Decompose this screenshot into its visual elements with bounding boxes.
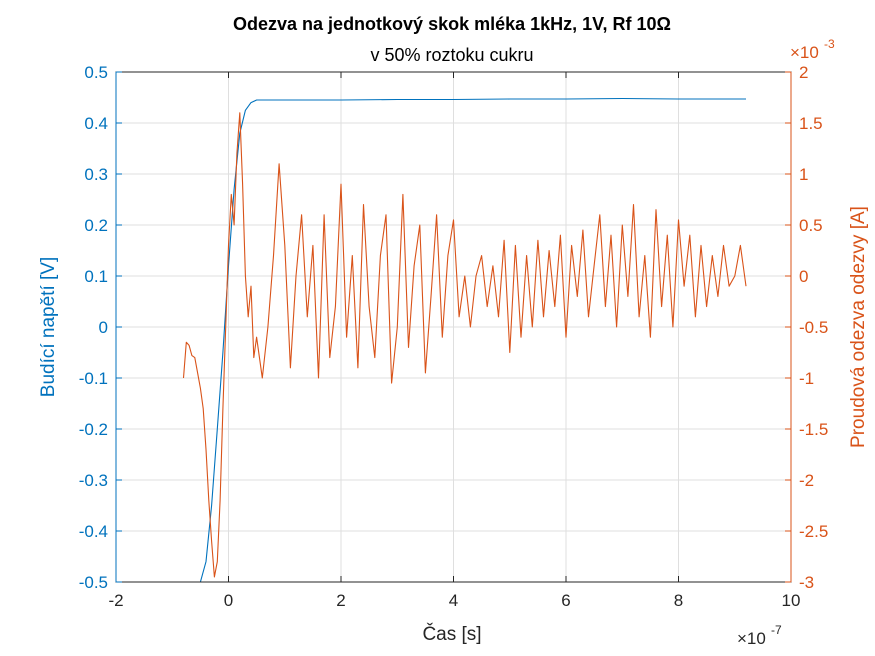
y-left-tick-label: -0.5 — [79, 573, 108, 592]
y-left-tick-label: 0.1 — [84, 267, 108, 286]
x-tick-label: -2 — [108, 591, 123, 610]
x-exponent: ×10 -7 — [737, 623, 782, 648]
y-left-tick-label: 0.4 — [84, 114, 108, 133]
chart-subtitle: v 50% roztoku cukru — [370, 45, 533, 65]
x-tick-label: 8 — [674, 591, 683, 610]
y-right-tick-label: -2 — [799, 471, 814, 490]
y-right-tick-label: 0 — [799, 267, 808, 286]
y-right-tick-label: -3 — [799, 573, 814, 592]
y-left-tick-label: 0.3 — [84, 165, 108, 184]
y-left-tick-label: -0.1 — [79, 369, 108, 388]
y-left-tick-label: 0.5 — [84, 63, 108, 82]
y-left-tick-label: -0.2 — [79, 420, 108, 439]
y-axis-right-label: Proudová odezva odezvy [A] — [848, 206, 869, 448]
x-exponent-power: -7 — [771, 623, 782, 637]
chart-title: Odezva na jednotkový skok mléka 1kHz, 1V… — [233, 14, 671, 34]
series-layer — [182, 97, 747, 583]
y-right-tick-label: -2.5 — [799, 522, 828, 541]
y-right-exponent-power: -3 — [824, 37, 835, 51]
y-right-tick-label: -1 — [799, 369, 814, 388]
y-right-exponent-base: ×10 — [790, 43, 819, 62]
y-right-tick-label: 1.5 — [799, 114, 823, 133]
x-tick-label: 4 — [449, 591, 458, 610]
y-axis-left-label: Budící napětí [V] — [38, 257, 59, 397]
y-right-tick-label: -0.5 — [799, 318, 828, 337]
y-left-tick-label: -0.4 — [79, 522, 108, 541]
x-tick-label: 6 — [561, 591, 570, 610]
y-right-tick-label: 0.5 — [799, 216, 823, 235]
y-right-tick-label: 2 — [799, 63, 808, 82]
y-left-tick-label: 0 — [99, 318, 108, 337]
series-line-current — [182, 112, 747, 578]
y-right-tick-label: 1 — [799, 165, 808, 184]
y-right-exponent: ×10 -3 — [790, 37, 835, 62]
series-line-voltage — [183, 97, 746, 583]
x-exponent-base: ×10 — [737, 629, 766, 648]
x-tick-label: 10 — [782, 591, 801, 610]
y-axis-right: -3 -2.5 -2 -1.5 -1 -0.5 0 0.5 1 1.5 2 — [785, 63, 828, 592]
x-tick-label: 2 — [336, 591, 345, 610]
x-axis-label: Čas [s] — [422, 623, 481, 645]
y-left-tick-label: -0.3 — [79, 471, 108, 490]
y-left-tick-label: 0.2 — [84, 216, 108, 235]
x-tick-label: 0 — [224, 591, 233, 610]
y-right-tick-label: -1.5 — [799, 420, 828, 439]
y-axis-left: -0.5 -0.4 -0.3 -0.2 -0.1 0 0.1 0.2 0.3 0.4 0.5 — [79, 63, 122, 592]
